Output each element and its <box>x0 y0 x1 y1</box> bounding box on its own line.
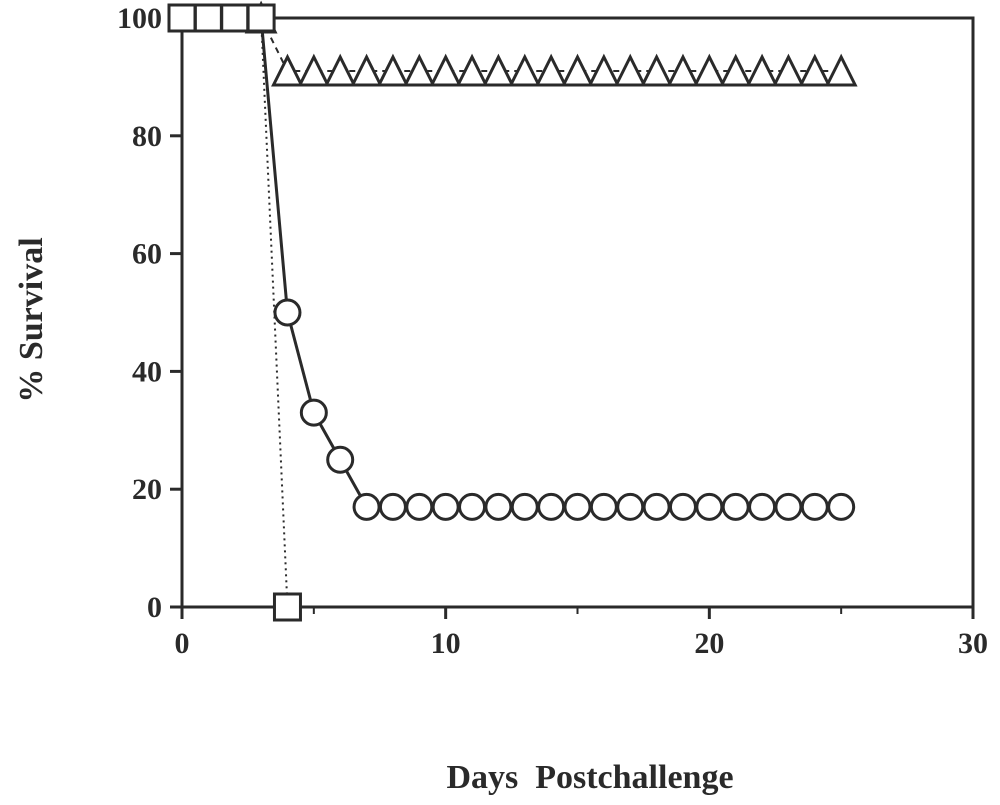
series-line-circle <box>182 16 842 509</box>
circle-point <box>695 492 724 521</box>
triangle-point <box>376 53 410 87</box>
x-axis-title: Days Postchallenge <box>446 759 733 796</box>
triangle-point <box>534 53 568 87</box>
square-point <box>272 592 302 622</box>
y-tick-label: 20 <box>132 473 162 506</box>
triangle-point <box>798 53 832 87</box>
y-axis-ticks: 0 20 40 60 80 100 <box>117 2 182 624</box>
circle-point <box>378 492 407 521</box>
triangle-point <box>561 53 594 87</box>
x-axis-ticks: 0 10 20 30 <box>175 607 988 660</box>
circle-point <box>721 492 750 521</box>
triangle-point <box>402 53 436 87</box>
circle-point <box>273 298 302 327</box>
circle-point <box>326 445 355 474</box>
series-triangle <box>244 0 858 87</box>
triangle-point <box>587 53 621 87</box>
circle-point <box>800 492 829 521</box>
triangle-point <box>640 53 674 87</box>
circle-point <box>352 492 381 521</box>
triangle-point <box>613 53 647 87</box>
triangle-point <box>745 53 779 87</box>
y-tick-label: 60 <box>132 238 162 271</box>
triangle-point <box>772 53 805 87</box>
circle-point <box>299 398 328 427</box>
x-tick-label: 10 <box>431 627 461 660</box>
y-axis-title: % Survival <box>13 237 50 402</box>
y-tick-label: 80 <box>132 120 162 153</box>
triangle-point <box>666 53 700 87</box>
triangle-point <box>692 53 726 87</box>
square-point <box>220 3 250 33</box>
triangle-point <box>455 53 489 87</box>
circle-point <box>537 492 566 521</box>
y-tick-label: 0 <box>147 591 162 624</box>
triangle-point <box>429 53 463 87</box>
circle-point <box>616 492 645 521</box>
triangle-point <box>271 53 304 87</box>
y-tick-label: 40 <box>132 355 162 388</box>
square-point <box>193 3 223 33</box>
triangle-point <box>719 53 753 87</box>
square-point <box>246 3 276 33</box>
circle-point <box>484 492 513 521</box>
circle-point <box>458 492 487 521</box>
circle-point <box>510 492 539 521</box>
triangle-point <box>323 53 357 87</box>
x-tick-label: 30 <box>958 627 988 660</box>
series-line-square <box>182 17 289 608</box>
triangle-point <box>350 53 383 87</box>
circle-point <box>405 492 434 521</box>
circle-point <box>563 492 592 521</box>
triangle-point <box>508 53 542 87</box>
series-layer <box>167 0 858 622</box>
circle-point <box>827 492 856 521</box>
circle-point <box>668 492 697 521</box>
y-tick-label: 100 <box>117 2 162 35</box>
circle-point <box>642 492 671 521</box>
triangle-point <box>481 53 515 87</box>
series-square <box>167 3 302 622</box>
triangle-point <box>297 53 331 87</box>
square-point <box>167 3 197 33</box>
x-tick-label: 0 <box>175 627 190 660</box>
circle-point <box>774 492 803 521</box>
circle-point <box>589 492 618 521</box>
x-tick-label: 20 <box>694 627 724 660</box>
series-circle <box>168 4 856 521</box>
circle-point <box>431 492 460 521</box>
triangle-point <box>824 53 858 87</box>
circle-point <box>748 492 777 521</box>
